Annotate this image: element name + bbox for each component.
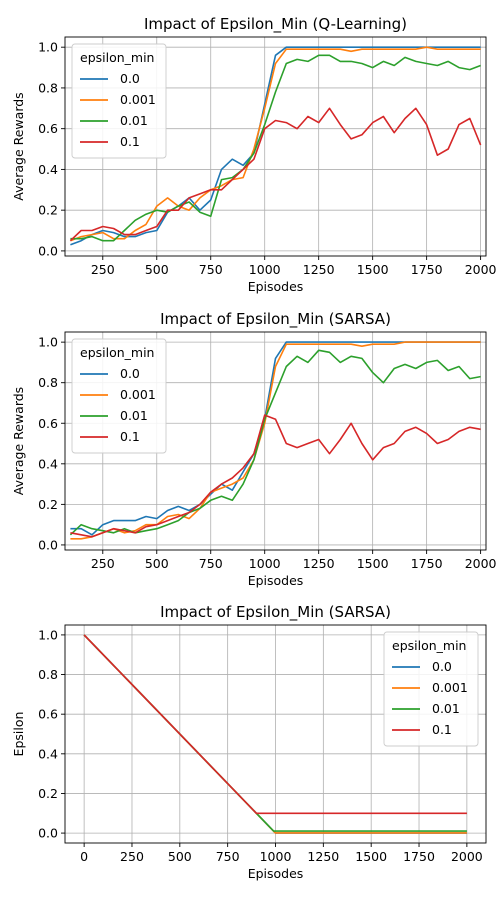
x-tick-label: 250: [120, 849, 144, 864]
x-axis-label: Episodes: [248, 866, 304, 881]
legend-entry-0.0: 0.0: [432, 659, 452, 674]
legend-title: epsilon_min: [80, 345, 154, 360]
y-tick-label: 0.8: [38, 667, 58, 682]
x-tick-label: 250: [91, 262, 115, 277]
y-tick-label: 1.0: [38, 40, 58, 55]
chart-title: Impact of Epsilon_Min (SARSA): [160, 310, 391, 329]
y-tick-label: 0.8: [38, 375, 58, 390]
chart-1: 250 500 750 1000 1250 1500 1750 2000 0.0 0.2 0.4 0.…: [11, 15, 497, 294]
series-group: [83, 634, 467, 834]
x-axis-label: Episodes: [248, 279, 304, 294]
y-tick-label: 0.2: [38, 497, 58, 512]
y-tick-label: 1.0: [38, 627, 58, 642]
legend-title: epsilon_min: [392, 638, 466, 653]
x-tick-label: 1500: [355, 849, 387, 864]
x-tick-label: 500: [168, 849, 192, 864]
legend-entry-0.001: 0.001: [120, 387, 156, 402]
legend-entry-0.1: 0.1: [120, 429, 140, 444]
x-tick-label: 750: [216, 849, 240, 864]
legend: epsilon_min 0.0 0.001 0.01 0.1: [71, 43, 167, 159]
chart-title: Impact of Epsilon_Min (Q-Learning): [144, 15, 407, 34]
x-tick-label: 500: [145, 262, 169, 277]
x-tick-label: 2000: [465, 262, 497, 277]
legend-entry-0.1: 0.1: [120, 134, 140, 149]
legend-box: [71, 43, 167, 159]
legend-title: epsilon_min: [80, 50, 154, 65]
legend: epsilon_min 0.0 0.001 0.01 0.1: [71, 338, 167, 454]
y-axis-label: Average Rewards: [11, 387, 26, 495]
legend-box: [71, 338, 167, 454]
y-tick-label: 0.6: [38, 707, 58, 722]
series-line-0.001: [70, 46, 481, 242]
series-line-0.1: [69, 107, 482, 242]
chart-3: 0 250 500 750 1000 1250 1500 1750 2000 0.0 0.2 0.4 0…: [11, 603, 487, 881]
y-axis-label: Epsilon: [11, 712, 26, 757]
y-tick-label: 0.8: [38, 80, 58, 95]
x-tick-label: 2000: [451, 849, 483, 864]
x-tick-label: 750: [199, 556, 223, 571]
series-line-0.001: [70, 341, 481, 540]
y-tick-label: 0.2: [38, 203, 58, 218]
x-tick-label: 1500: [357, 262, 389, 277]
x-tick-label: 0: [80, 849, 88, 864]
x-tick-label: 1750: [411, 262, 443, 277]
chart-title: Impact of Epsilon_Min (SARSA): [160, 603, 391, 622]
legend-entry-0.001: 0.001: [432, 680, 468, 695]
y-tick-label: 0.0: [38, 243, 58, 258]
y-tick-label: 0.4: [38, 746, 58, 761]
x-tick-label: 1250: [303, 556, 335, 571]
y-tick-label: 0.4: [38, 162, 58, 177]
x-tick-label: 1000: [260, 849, 292, 864]
x-tick-label: 1750: [411, 556, 443, 571]
legend-entry-0.01: 0.01: [120, 408, 148, 423]
x-tick-label: 750: [199, 262, 223, 277]
x-tick-label: 2000: [465, 556, 497, 571]
x-tick-label: 1750: [403, 849, 435, 864]
series-line-0.01: [70, 54, 481, 242]
legend-entry-0.1: 0.1: [432, 722, 452, 737]
plot-frame: [64, 36, 487, 257]
y-tick-label: 1.0: [38, 335, 58, 350]
legend-entry-0.01: 0.01: [432, 701, 460, 716]
y-tick-label: 0.2: [38, 786, 58, 801]
y-tick-label: 0.0: [38, 537, 58, 552]
x-tick-label: 1000: [249, 262, 281, 277]
series-group: [69, 46, 482, 246]
series-line-0.01: [69, 349, 481, 536]
y-axis-label: Average Rewards: [11, 92, 26, 200]
x-tick-label: 1000: [249, 556, 281, 571]
legend-entry-0.0: 0.0: [120, 71, 140, 86]
legend-box: [383, 631, 479, 747]
legend-entry-0.0: 0.0: [120, 366, 140, 381]
x-tick-label: 250: [91, 556, 115, 571]
y-tick-label: 0.0: [38, 826, 58, 841]
x-tick-label: 1250: [307, 849, 339, 864]
chart-2: 250 500 750 1000 1250 1500 1750 2000 0.0 0.2 0.4 0.…: [11, 310, 497, 588]
legend-entry-0.01: 0.01: [120, 113, 148, 128]
y-tick-label: 0.6: [38, 121, 58, 136]
y-tick-label: 0.6: [38, 416, 58, 431]
series-group: [69, 341, 481, 540]
legend: epsilon_min 0.0 0.001 0.01 0.1: [383, 631, 479, 747]
y-tick-label: 0.4: [38, 456, 58, 471]
series-line-0.1: [70, 414, 481, 538]
x-tick-label: 1250: [303, 262, 335, 277]
legend-entry-0.001: 0.001: [120, 92, 156, 107]
x-axis-label: Episodes: [248, 573, 304, 588]
plot-frame: [64, 331, 487, 551]
series-line-0.0: [70, 46, 481, 246]
x-tick-label: 1500: [357, 556, 389, 571]
series-line-0.1: [83, 634, 467, 815]
x-tick-label: 500: [145, 556, 169, 571]
